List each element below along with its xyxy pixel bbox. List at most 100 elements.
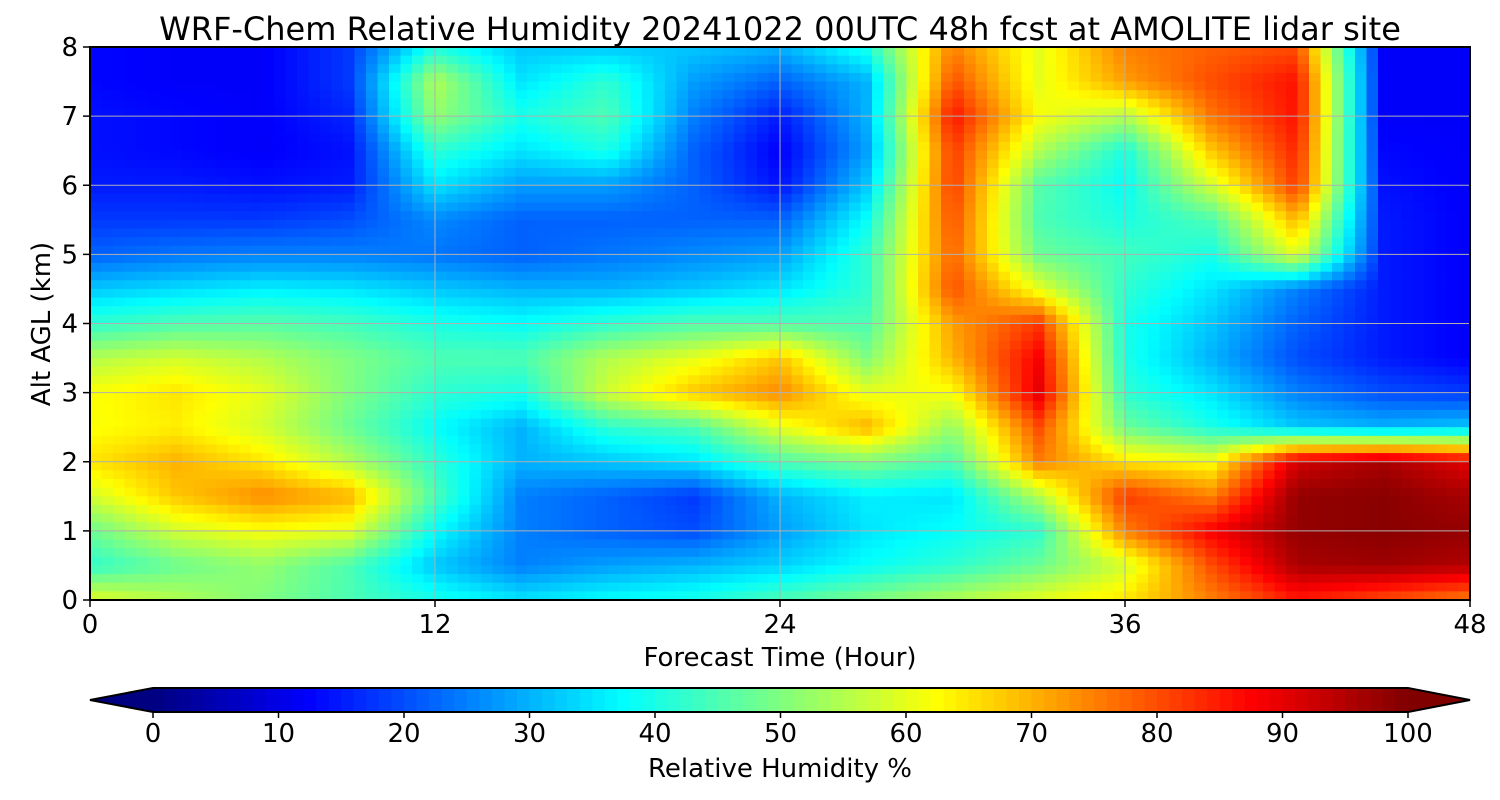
heatmap-cell (906, 332, 919, 342)
heatmap-cell (308, 116, 321, 126)
heatmap-cell (975, 176, 988, 186)
heatmap-cell (964, 47, 977, 57)
heatmap-cell (952, 202, 965, 212)
heatmap-cell (1263, 202, 1276, 212)
heatmap-cell (239, 323, 252, 333)
heatmap-cell (929, 133, 942, 143)
heatmap-cell (193, 64, 206, 74)
heatmap-cell (504, 332, 517, 342)
heatmap-cell (354, 81, 367, 91)
heatmap-cell (711, 245, 724, 255)
heatmap-cell (711, 366, 724, 376)
heatmap-cell (1378, 81, 1391, 91)
heatmap-cell (1309, 323, 1322, 333)
heatmap-cell (1056, 323, 1069, 333)
heatmap-cell (1136, 150, 1149, 160)
heatmap-cell (1182, 254, 1195, 264)
heatmap-cell (561, 306, 574, 316)
heatmap-cell (262, 340, 275, 351)
heatmap-cell (826, 358, 839, 368)
heatmap-cell (607, 401, 620, 411)
heatmap-cell (872, 271, 885, 281)
heatmap-cell (320, 219, 333, 230)
heatmap-cell (883, 142, 896, 152)
heatmap-cell (722, 401, 735, 411)
heatmap-cell (711, 263, 724, 273)
heatmap-cell (929, 159, 942, 169)
heatmap-cell (814, 332, 827, 342)
heatmap-cell (1309, 392, 1322, 402)
heatmap-cell (1056, 219, 1069, 230)
heatmap-cell (653, 211, 666, 221)
heatmap-cell (860, 107, 873, 117)
heatmap-cell (251, 167, 264, 178)
heatmap-cell (573, 64, 586, 74)
heatmap-cell (1044, 392, 1057, 402)
heatmap-cell (262, 358, 275, 368)
heatmap-cell (1079, 392, 1092, 402)
heatmap-cell (1113, 383, 1126, 394)
heatmap-cell (561, 237, 574, 247)
heatmap-cell (205, 47, 218, 57)
heatmap-cell (297, 185, 310, 195)
heatmap-cell (918, 306, 931, 316)
heatmap-cell (1136, 159, 1149, 169)
heatmap-cell (182, 116, 195, 126)
heatmap-cell (872, 219, 885, 230)
heatmap-cell (1125, 340, 1138, 351)
heatmap-cell (722, 133, 735, 143)
heatmap-cell (308, 237, 321, 247)
heatmap-cell (630, 211, 643, 221)
heatmap-cell (1286, 392, 1299, 402)
heatmap-cell (1021, 263, 1034, 273)
heatmap-cell (1113, 271, 1126, 281)
heatmap-cell (262, 185, 275, 195)
heatmap-cell (527, 124, 540, 135)
heatmap-cell (136, 288, 149, 299)
heatmap-cell (584, 254, 597, 264)
heatmap-cell (998, 254, 1011, 264)
heatmap-cell (1355, 202, 1368, 212)
heatmap-cell (1286, 323, 1299, 333)
heatmap-cell (676, 47, 689, 57)
heatmap-cell (481, 116, 494, 126)
heatmap-cell (147, 280, 160, 290)
heatmap-cell (653, 297, 666, 307)
heatmap-cell (1458, 133, 1470, 143)
heatmap-cell (205, 150, 218, 160)
heatmap-cell (1274, 124, 1287, 135)
heatmap-cell (768, 72, 781, 83)
heatmap-cell (676, 211, 689, 221)
heatmap-cell (366, 280, 379, 290)
heatmap-cell (1297, 263, 1310, 273)
heatmap-cell (170, 306, 183, 316)
heatmap-cell (964, 323, 977, 333)
heatmap-cell (1010, 107, 1023, 117)
heatmap-cell (1056, 193, 1069, 204)
heatmap-cell (975, 306, 988, 316)
heatmap-cell (136, 375, 149, 385)
heatmap-cell (803, 288, 816, 299)
heatmap-cell (1401, 383, 1414, 394)
heatmap-cell (412, 185, 425, 195)
heatmap-cell (952, 133, 965, 143)
heatmap-cell (113, 142, 126, 152)
heatmap-cell (849, 401, 862, 411)
heatmap-cell (849, 185, 862, 195)
heatmap-cell (113, 90, 126, 100)
heatmap-cell (469, 64, 482, 74)
heatmap-cell (814, 280, 827, 290)
heatmap-cell (1458, 340, 1470, 351)
heatmap-cell (1366, 297, 1379, 307)
heatmap-cell (803, 81, 816, 91)
heatmap-cell (642, 358, 655, 368)
heatmap-cell (1263, 366, 1276, 376)
heatmap-cell (1067, 176, 1080, 186)
heatmap-cell (642, 297, 655, 307)
heatmap-cell (101, 271, 114, 281)
heatmap-cell (1378, 314, 1391, 325)
heatmap-cell (1401, 90, 1414, 100)
heatmap-cell (573, 375, 586, 385)
heatmap-cell (941, 142, 954, 152)
heatmap-cell (1355, 64, 1368, 74)
